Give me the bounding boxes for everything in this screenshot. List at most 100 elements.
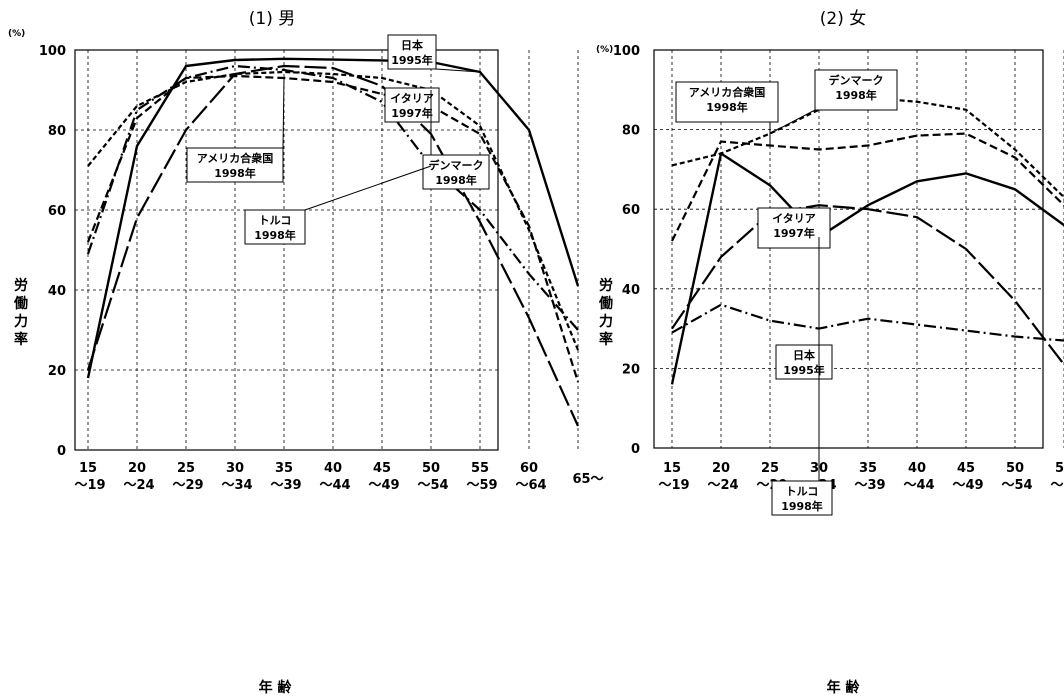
callout-leader [769, 109, 816, 135]
series-label: 1998年 [435, 173, 477, 187]
x-tick-label-range: 〜64 [515, 478, 546, 493]
y-tick-label: 40 [622, 283, 640, 298]
x-tick-label-range: 〜44 [903, 478, 934, 493]
x-tick-label-range: 〜54 [1001, 478, 1032, 493]
series-label: 1995年 [783, 363, 825, 377]
x-tick-label: 65〜 [572, 472, 603, 487]
x-tick-label-range: 〜39 [270, 478, 301, 493]
series-label: アメリカ合衆国 [197, 151, 273, 165]
callout-leader [304, 165, 432, 211]
x-tick-label: 55 [471, 461, 489, 476]
series-label: 1998年 [214, 166, 256, 180]
callout-box [186, 147, 284, 183]
x-tick-label-range: 〜59 [1050, 478, 1064, 493]
x-tick-label: 20 [712, 461, 730, 476]
chart-title-men: (1) 男 [249, 9, 295, 29]
series-line-1 [86, 74, 580, 383]
callout-leader [435, 68, 481, 73]
x-tick-label-range: 〜49 [952, 478, 983, 493]
y-tick-label: 20 [622, 362, 640, 377]
x-tick-label: 15 [79, 461, 97, 476]
series-label: 1998年 [781, 499, 823, 513]
callout-box [387, 34, 437, 70]
series-label: 1995年 [391, 53, 433, 67]
y-tick-label: 60 [48, 204, 66, 219]
y-tick-label: 60 [622, 203, 640, 218]
series-line-0 [670, 152, 1064, 385]
x-tick-label-range: 〜54 [417, 478, 448, 493]
callout-box [775, 344, 833, 380]
series-line-2 [671, 204, 1064, 367]
x-tick-label-range: 〜49 [368, 478, 399, 493]
x-tick-label: 40 [324, 461, 342, 476]
series-label: デンマーク [829, 73, 884, 87]
series-label: デンマーク [429, 158, 484, 172]
series-label: アメリカ合衆国 [689, 85, 765, 99]
series-label: トルコ [786, 485, 819, 498]
y-tick-label: 80 [622, 124, 640, 139]
series-line-3 [671, 96, 1064, 202]
y-tick-label: 100 [39, 44, 66, 59]
y-tick-label: 80 [48, 124, 66, 139]
x-axis-label-men: 年 齢 [259, 679, 293, 696]
x-tick-label: 45 [373, 461, 391, 476]
x-tick-label-range: 〜39 [854, 478, 885, 493]
series-label: 1998年 [254, 228, 296, 242]
series-line-4 [671, 303, 1064, 342]
series-line-4 [86, 64, 579, 331]
callout-box [771, 480, 833, 516]
y-tick-label: 100 [613, 44, 640, 59]
series-label: イタリア [772, 212, 816, 225]
series-label: 1997年 [773, 226, 815, 240]
series-label: イタリア [390, 92, 434, 105]
callout-box [422, 154, 490, 190]
x-tick-label: 50 [1006, 461, 1024, 476]
x-tick-label: 40 [908, 461, 926, 476]
plot-frame [74, 49, 499, 451]
y-tick-label: 0 [631, 442, 640, 457]
x-tick-label: 25 [761, 461, 779, 476]
y-unit-men: (%) [8, 29, 25, 39]
callout-box [814, 69, 898, 111]
x-tick-label-range: 〜24 [123, 478, 154, 493]
y-tick-label: 0 [57, 444, 66, 459]
chart-panel-women: 02040608010015〜1920〜2425〜2930〜3435〜3940〜… [613, 44, 1064, 516]
callout-box [384, 87, 440, 123]
callout-leader [282, 77, 285, 149]
x-tick-label-range: 〜19 [74, 478, 105, 493]
x-axis-label-women: 年 齢 [827, 679, 861, 696]
callout-box [675, 81, 779, 123]
chart-panel-men: 0 20 40 60 80 100 15 〜19 20 〜24 25 〜29 30 〜34 35 〜39 40 〜… [39, 34, 604, 493]
x-tick-label-range: 〜44 [319, 478, 350, 493]
chart-title-women: (2) 女 [820, 9, 866, 29]
y-tick-label: 40 [48, 284, 66, 299]
series-label: 日本 [401, 38, 423, 52]
x-tick-label-range: 〜24 [707, 478, 738, 493]
callout-box [244, 209, 306, 245]
series-label: 1998年 [835, 88, 877, 102]
x-tick-label: 45 [957, 461, 975, 476]
series-line-3 [87, 70, 580, 351]
x-tick-label: 15 [663, 461, 681, 476]
x-tick-label: 20 [128, 461, 146, 476]
x-tick-label-range: 〜59 [466, 478, 497, 493]
x-tick-label-range: 〜34 [221, 478, 252, 493]
series-line-1 [671, 132, 1064, 242]
y-tick-label: 20 [48, 364, 66, 379]
series-label: 1997年 [391, 106, 433, 120]
x-tick-label: 25 [177, 461, 195, 476]
x-tick-label-range: 〜29 [172, 478, 203, 493]
callout-box [757, 207, 831, 249]
x-tick-label: 60 [520, 461, 538, 476]
x-tick-label: 30 [226, 461, 244, 476]
y-axis-label-women: 労働力率 [598, 277, 613, 348]
x-tick-label: 35 [275, 461, 293, 476]
x-tick-label-range: 〜19 [658, 478, 689, 493]
series-label: 1998年 [706, 100, 748, 114]
y-unit-women: (%) [596, 45, 613, 55]
plot-frame [653, 49, 1044, 449]
series-label: 日本 [793, 348, 815, 362]
y-axis-label-men: 労働力率 [13, 277, 28, 348]
series-line-2 [86, 64, 580, 427]
